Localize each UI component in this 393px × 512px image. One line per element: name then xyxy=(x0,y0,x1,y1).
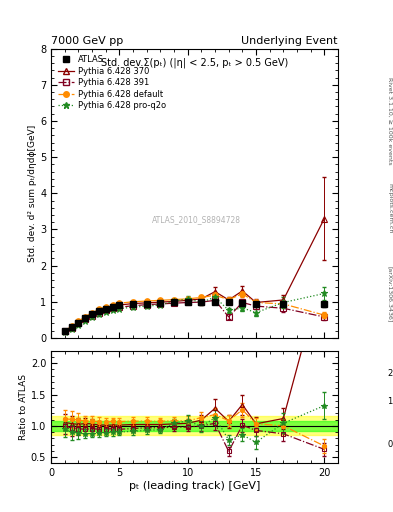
Y-axis label: Ratio to ATLAS: Ratio to ATLAS xyxy=(19,374,28,440)
Text: Rivet 3.1.10, ≥ 100k events: Rivet 3.1.10, ≥ 100k events xyxy=(387,77,392,165)
X-axis label: pₜ (leading track) [GeV]: pₜ (leading track) [GeV] xyxy=(129,481,260,491)
Text: 0.5: 0.5 xyxy=(387,440,393,449)
Text: 2: 2 xyxy=(387,369,392,378)
Y-axis label: Std. dev. d² sum pₜ/dηdϕ[GeV]: Std. dev. d² sum pₜ/dηdϕ[GeV] xyxy=(28,124,37,262)
Legend: ATLAS, Pythia 6.428 370, Pythia 6.428 391, Pythia 6.428 default, Pythia 6.428 pr: ATLAS, Pythia 6.428 370, Pythia 6.428 39… xyxy=(55,53,168,113)
Text: 1: 1 xyxy=(387,397,392,406)
Text: ATLAS_2010_S8894728: ATLAS_2010_S8894728 xyxy=(152,215,241,224)
Text: 7000 GeV pp: 7000 GeV pp xyxy=(51,36,123,46)
Text: mcplots.cern.ch: mcplots.cern.ch xyxy=(387,183,392,233)
Bar xyxy=(51,421,338,431)
Text: [arXiv:1306.3436]: [arXiv:1306.3436] xyxy=(387,266,392,323)
Text: Std. dev.Σ(pₜ) (|η| < 2.5, pₜ > 0.5 GeV): Std. dev.Σ(pₜ) (|η| < 2.5, pₜ > 0.5 GeV) xyxy=(101,57,288,68)
Text: Underlying Event: Underlying Event xyxy=(241,36,338,46)
Bar xyxy=(51,416,338,435)
